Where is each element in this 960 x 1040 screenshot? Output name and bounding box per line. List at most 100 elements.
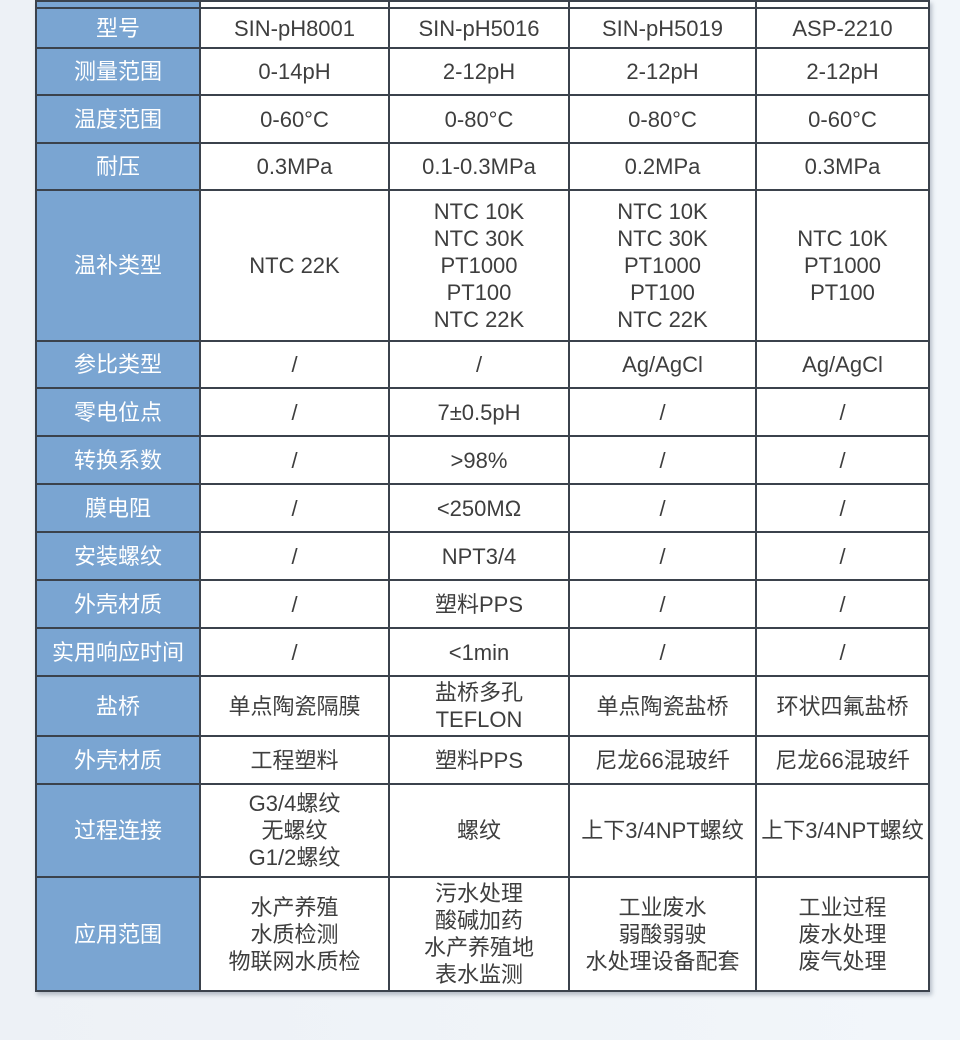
- value-cell: ASP-2210: [755, 7, 930, 49]
- value-cell: /: [568, 579, 757, 629]
- value-cell: G3/4螺纹 无螺纹 G1/2螺纹: [199, 783, 390, 878]
- value-cell: 塑料PPS: [388, 735, 570, 785]
- value-cell: /: [199, 340, 390, 389]
- row-header-cell: 外壳材质: [35, 735, 201, 785]
- value-cell: 螺纹: [388, 783, 570, 878]
- value-cell: <250MΩ: [388, 483, 570, 533]
- value-cell: [755, 0, 930, 9]
- row-header-cell: 零电位点: [35, 387, 201, 437]
- spec-table-container: 型号 SIN-pH8001 SIN-pH5016 SIN-pH5019 ASP-…: [35, 0, 930, 992]
- value-cell: /: [388, 340, 570, 389]
- table-row: 外壳材质 工程塑料 塑料PPS 尼龙66混玻纤 尼龙66混玻纤: [35, 735, 930, 785]
- value-cell: 0.1-0.3MPa: [388, 142, 570, 191]
- value-cell: [199, 0, 390, 9]
- row-header-cell: 应用范围: [35, 876, 201, 992]
- table-row: 型号 SIN-pH8001 SIN-pH5016 SIN-pH5019 ASP-…: [35, 7, 930, 49]
- value-cell: /: [755, 435, 930, 485]
- value-cell: /: [199, 435, 390, 485]
- value-cell: /: [199, 579, 390, 629]
- value-cell: 环状四氟盐桥: [755, 675, 930, 737]
- row-header-cell: 耐压: [35, 142, 201, 191]
- value-cell: /: [568, 435, 757, 485]
- value-cell: 工业废水 弱酸弱驶 水处理设备配套: [568, 876, 757, 992]
- row-header-cell: 型号: [35, 7, 201, 49]
- value-cell: [388, 0, 570, 9]
- spec-table: 型号 SIN-pH8001 SIN-pH5016 SIN-pH5019 ASP-…: [35, 0, 930, 992]
- value-cell: >98%: [388, 435, 570, 485]
- row-header-cell: 盐桥: [35, 675, 201, 737]
- value-cell: 尼龙66混玻纤: [755, 735, 930, 785]
- value-cell: /: [755, 627, 930, 677]
- row-header-cell: [35, 0, 201, 9]
- value-cell: 塑料PPS: [388, 579, 570, 629]
- value-cell: 污水处理 酸碱加药 水产养殖地 表水监测: [388, 876, 570, 992]
- table-row: 盐桥 单点陶瓷隔膜 盐桥多孔 TEFLON 单点陶瓷盐桥 环状四氟盐桥: [35, 675, 930, 737]
- value-cell: /: [199, 531, 390, 581]
- table-row: 测量范围 0-14pH 2-12pH 2-12pH 2-12pH: [35, 47, 930, 96]
- value-cell: 0-60°C: [199, 94, 390, 144]
- value-cell: 2-12pH: [388, 47, 570, 96]
- value-cell: 0.2MPa: [568, 142, 757, 191]
- row-header-cell: 参比类型: [35, 340, 201, 389]
- row-header-cell: 膜电阻: [35, 483, 201, 533]
- value-cell: 2-12pH: [568, 47, 757, 96]
- value-cell: 上下3/4NPT螺纹: [568, 783, 757, 878]
- value-cell: /: [568, 531, 757, 581]
- value-cell: /: [568, 483, 757, 533]
- table-row: 温补类型 NTC 22K NTC 10K NTC 30K PT1000 PT10…: [35, 189, 930, 342]
- value-cell: 单点陶瓷盐桥: [568, 675, 757, 737]
- value-cell: /: [199, 627, 390, 677]
- value-cell: 尼龙66混玻纤: [568, 735, 757, 785]
- row-header-cell: 温补类型: [35, 189, 201, 342]
- table-row: 温度范围 0-60°C 0-80°C 0-80°C 0-60°C: [35, 94, 930, 144]
- value-cell: NPT3/4: [388, 531, 570, 581]
- row-header-cell: 过程连接: [35, 783, 201, 878]
- value-cell: <1min: [388, 627, 570, 677]
- value-cell: 2-12pH: [755, 47, 930, 96]
- value-cell: 工业过程 废水处理 废气处理: [755, 876, 930, 992]
- value-cell: [568, 0, 757, 9]
- spec-table-body: 型号 SIN-pH8001 SIN-pH5016 SIN-pH5019 ASP-…: [35, 0, 930, 992]
- table-row: 外壳材质 / 塑料PPS / /: [35, 579, 930, 629]
- value-cell: 0.3MPa: [755, 142, 930, 191]
- value-cell: /: [755, 531, 930, 581]
- value-cell: SIN-pH5019: [568, 7, 757, 49]
- table-row: 过程连接 G3/4螺纹 无螺纹 G1/2螺纹 螺纹 上下3/4NPT螺纹 上下3…: [35, 783, 930, 878]
- value-cell: Ag/AgCl: [568, 340, 757, 389]
- value-cell: /: [755, 579, 930, 629]
- value-cell: 单点陶瓷隔膜: [199, 675, 390, 737]
- table-row: 实用响应时间 / <1min / /: [35, 627, 930, 677]
- value-cell: /: [568, 387, 757, 437]
- value-cell: 0.3MPa: [199, 142, 390, 191]
- value-cell: SIN-pH5016: [388, 7, 570, 49]
- value-cell: /: [755, 387, 930, 437]
- table-row: 应用范围 水产养殖 水质检测 物联网水质检 污水处理 酸碱加药 水产养殖地 表水…: [35, 876, 930, 992]
- row-header-cell: 外壳材质: [35, 579, 201, 629]
- value-cell: NTC 10K NTC 30K PT1000 PT100 NTC 22K: [568, 189, 757, 342]
- value-cell: NTC 22K: [199, 189, 390, 342]
- value-cell: 0-60°C: [755, 94, 930, 144]
- table-row: 耐压 0.3MPa 0.1-0.3MPa 0.2MPa 0.3MPa: [35, 142, 930, 191]
- value-cell: SIN-pH8001: [199, 7, 390, 49]
- table-row: 转换系数 / >98% / /: [35, 435, 930, 485]
- table-row: 膜电阻 / <250MΩ / /: [35, 483, 930, 533]
- row-header-cell: 转换系数: [35, 435, 201, 485]
- partial-row-top: [35, 0, 930, 9]
- value-cell: NTC 10K NTC 30K PT1000 PT100 NTC 22K: [388, 189, 570, 342]
- value-cell: NTC 10K PT1000 PT100: [755, 189, 930, 342]
- table-row: 零电位点 / 7±0.5pH / /: [35, 387, 930, 437]
- value-cell: /: [755, 483, 930, 533]
- value-cell: 7±0.5pH: [388, 387, 570, 437]
- value-cell: /: [199, 483, 390, 533]
- value-cell: 上下3/4NPT螺纹: [755, 783, 930, 878]
- value-cell: 0-14pH: [199, 47, 390, 96]
- value-cell: /: [199, 387, 390, 437]
- table-row: 参比类型 / / Ag/AgCl Ag/AgCl: [35, 340, 930, 389]
- row-header-cell: 安装螺纹: [35, 531, 201, 581]
- table-row: 安装螺纹 / NPT3/4 / /: [35, 531, 930, 581]
- value-cell: 盐桥多孔 TEFLON: [388, 675, 570, 737]
- value-cell: 水产养殖 水质检测 物联网水质检: [199, 876, 390, 992]
- row-header-cell: 温度范围: [35, 94, 201, 144]
- row-header-cell: 实用响应时间: [35, 627, 201, 677]
